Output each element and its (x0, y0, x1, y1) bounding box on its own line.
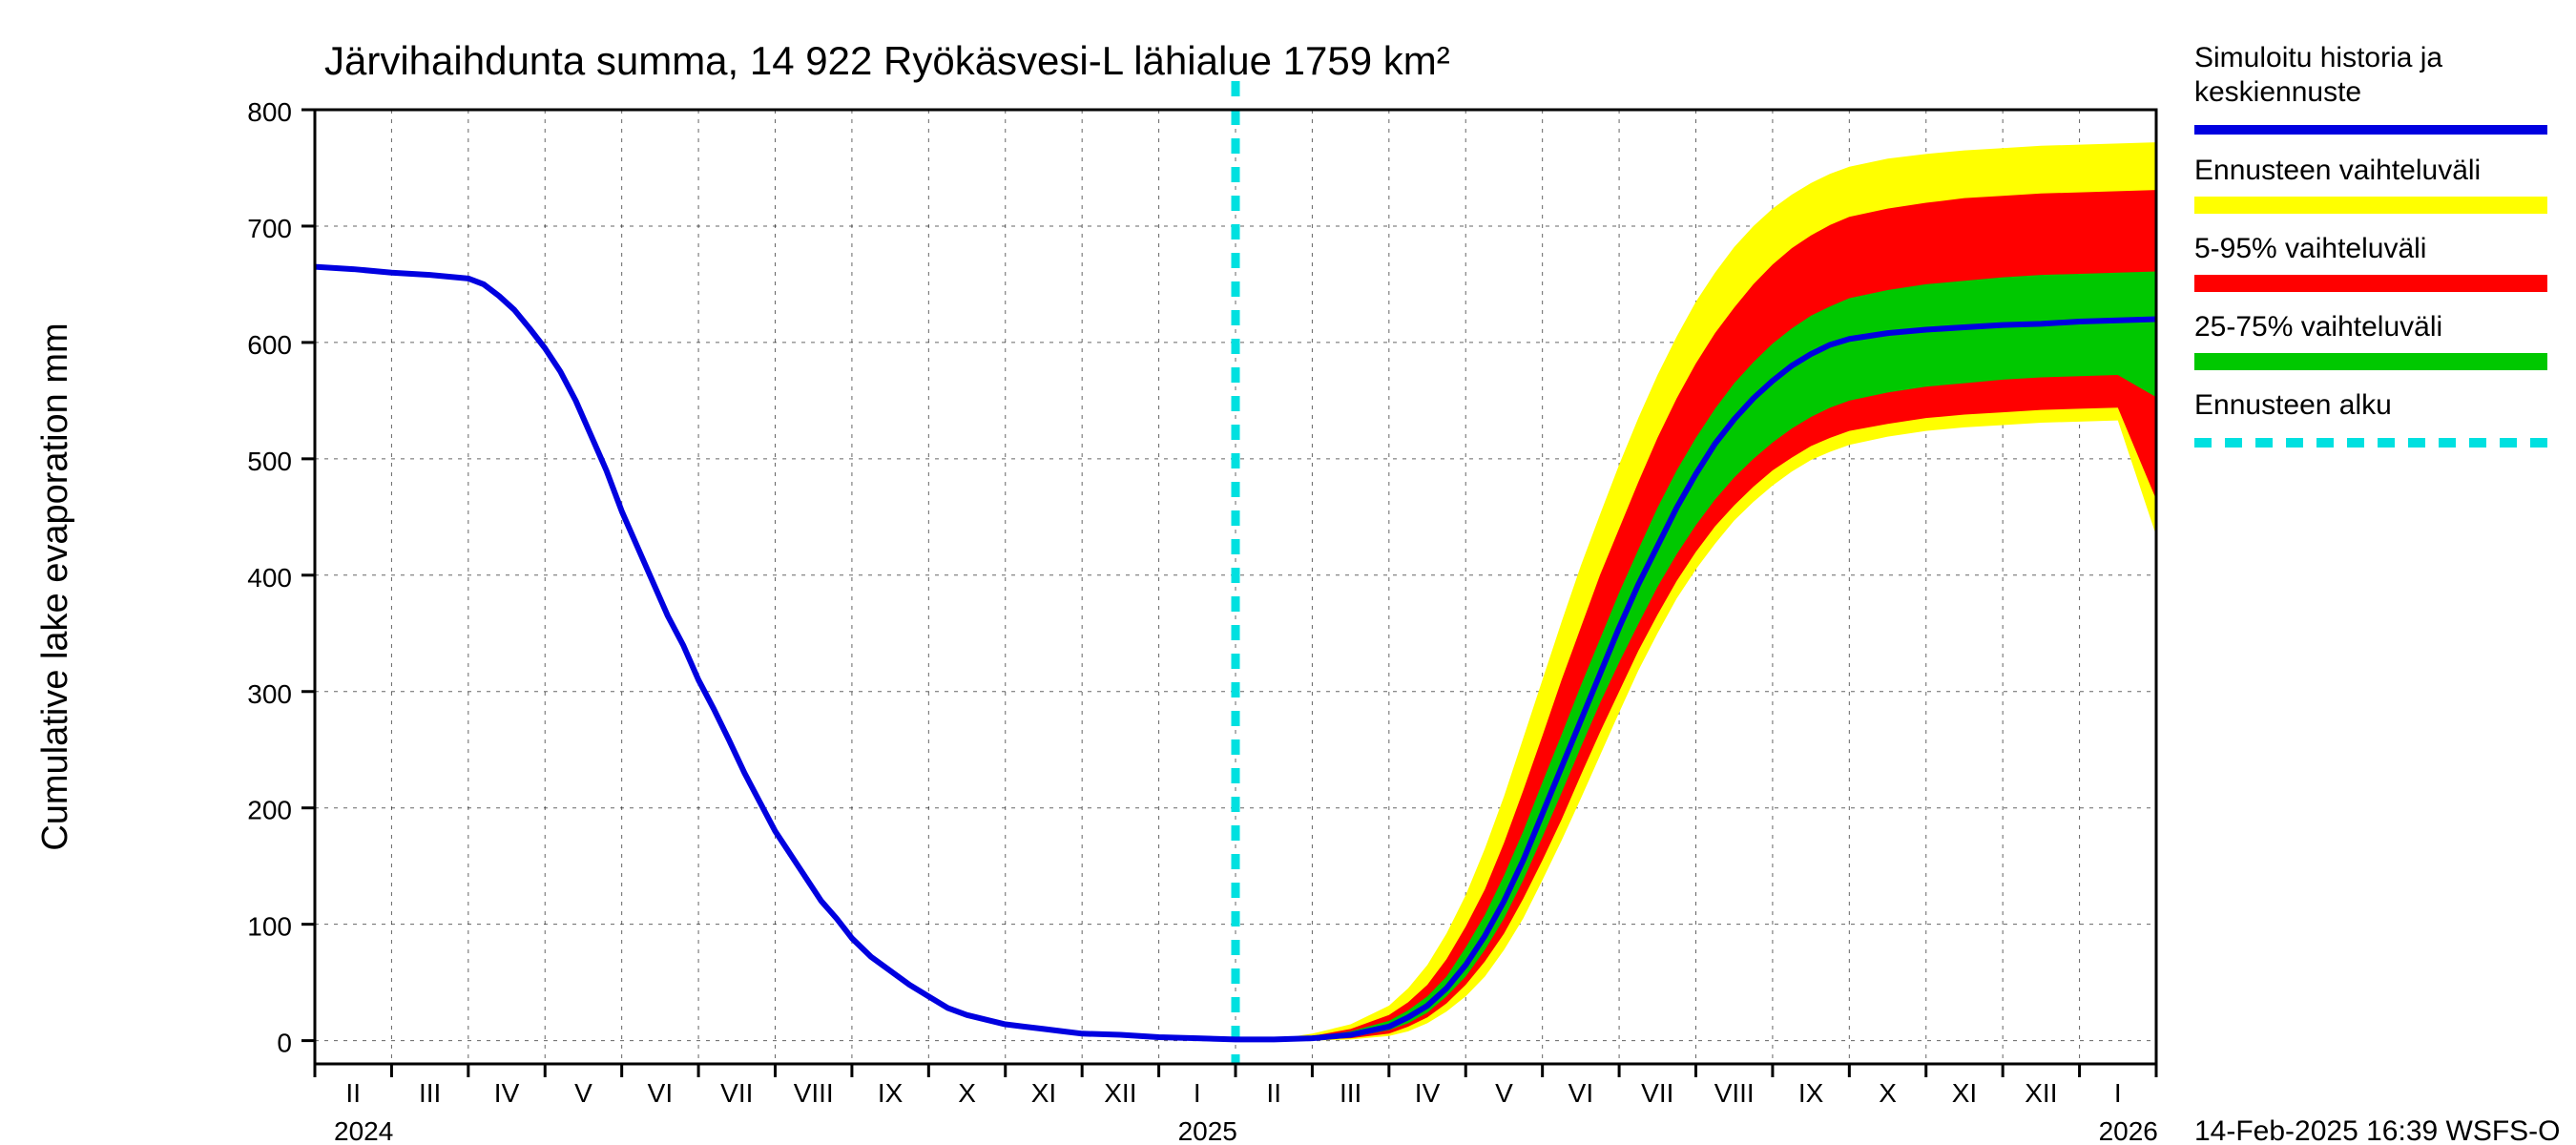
x-tick-label: XI (1031, 1078, 1056, 1108)
legend-swatch-band (2194, 275, 2547, 292)
y-axis-label: Cumulative lake evaporation mm (35, 323, 75, 850)
y-tick-label: 400 (247, 563, 292, 593)
x-tick-label: IX (878, 1078, 904, 1108)
y-tick-label: 800 (247, 97, 292, 127)
x-tick-label: IV (1415, 1078, 1441, 1108)
x-tick-label: I (1194, 1078, 1201, 1108)
x-tick-label: VII (1641, 1078, 1673, 1108)
x-tick-label: X (958, 1078, 976, 1108)
x-tick-label: V (1495, 1078, 1513, 1108)
y-tick-label: 300 (247, 679, 292, 709)
x-tick-label: XI (1952, 1078, 1977, 1108)
x-tick-label: VII (720, 1078, 753, 1108)
legend-label: keskiennuste (2194, 76, 2361, 108)
legend-label: 5-95% vaihteluväli (2194, 233, 2426, 264)
x-tick-label: XII (2025, 1078, 2057, 1108)
x-tick-label: VIII (794, 1078, 834, 1108)
x-tick-label: II (345, 1078, 361, 1108)
x-tick-label: VIII (1714, 1078, 1755, 1108)
y-tick-label: 0 (277, 1029, 292, 1058)
x-year-label: 2024 (334, 1116, 393, 1145)
chart-container: 0100200300400500600700800IIIIIIVVVIVIIVI… (0, 0, 2576, 1145)
x-tick-label: IX (1798, 1078, 1824, 1108)
x-tick-label: IV (494, 1078, 520, 1108)
chart-title: Järvihaihdunta summa, 14 922 Ryökäsvesi-… (324, 38, 1450, 83)
legend-swatch-band (2194, 197, 2547, 214)
x-tick-label: XII (1104, 1078, 1136, 1108)
y-tick-label: 600 (247, 330, 292, 360)
y-tick-label: 500 (247, 447, 292, 476)
x-tick-label: III (419, 1078, 441, 1108)
x-year-label: 2025 (1178, 1116, 1237, 1145)
x-tick-label: III (1340, 1078, 1361, 1108)
legend-label: Ennusteen alku (2194, 389, 2392, 421)
x-tick-label: VI (648, 1078, 673, 1108)
y-tick-label: 100 (247, 912, 292, 942)
x-tick-label: I (2114, 1078, 2122, 1108)
y-tick-label: 700 (247, 214, 292, 243)
x-tick-label: II (1266, 1078, 1281, 1108)
legend-label: 25-75% vaihteluväli (2194, 311, 2442, 343)
legend-label: Simuloitu historia ja (2194, 42, 2442, 73)
legend-swatch-band (2194, 353, 2547, 370)
legend-label: Ennusteen vaihteluväli (2194, 155, 2481, 186)
x-tick-label: VI (1568, 1078, 1593, 1108)
chart-svg: 0100200300400500600700800IIIIIIVVVIVIIVI… (0, 0, 2576, 1145)
x-year-label: 2026 (2099, 1116, 2158, 1145)
x-tick-label: X (1879, 1078, 1897, 1108)
y-tick-label: 200 (247, 796, 292, 825)
chart-footer: 14-Feb-2025 16:39 WSFS-O (2194, 1115, 2561, 1145)
x-tick-label: V (574, 1078, 592, 1108)
chart-bg (0, 0, 2576, 1145)
